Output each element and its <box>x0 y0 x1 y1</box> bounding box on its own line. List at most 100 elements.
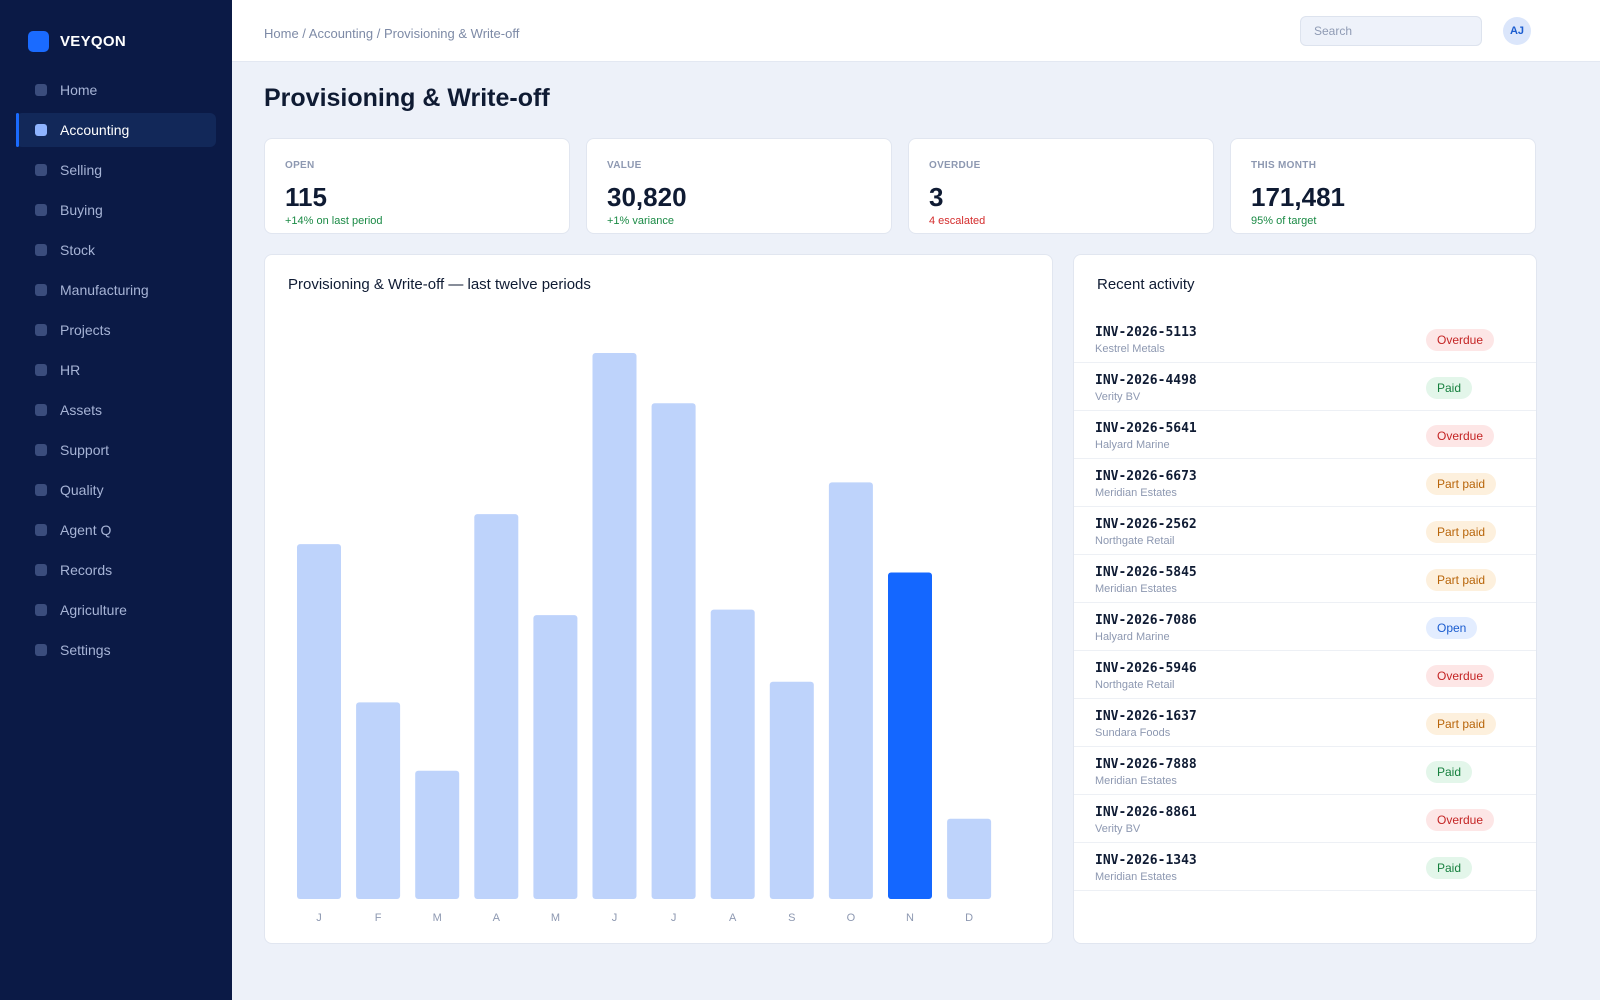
invoice-customer: Verity BV <box>1095 823 1141 835</box>
sidebar-item-accounting[interactable]: Accounting <box>16 113 216 147</box>
kpi-label: OPEN <box>285 160 315 171</box>
invoice-id[interactable]: INV-2026-5845 <box>1095 565 1197 580</box>
sidebar-item-label: Stock <box>60 242 96 258</box>
activity-row[interactable]: INV-2026-1637 Sundara Foods Part paid <box>1074 699 1536 747</box>
search-input[interactable] <box>1300 16 1482 46</box>
nav-square-icon <box>35 604 47 616</box>
sidebar-item-records[interactable]: Records <box>16 553 216 587</box>
invoice-id[interactable]: INV-2026-7888 <box>1095 757 1197 772</box>
nav-square-icon <box>35 644 47 656</box>
sidebar-item-assets[interactable]: Assets <box>16 393 216 427</box>
activity-list: INV-2026-5113 Kestrel Metals Overdue INV-20… <box>1074 315 1536 891</box>
invoice-id[interactable]: INV-2026-6673 <box>1095 469 1197 484</box>
activity-row[interactable]: INV-2026-5845 Meridian Estates Part paid <box>1074 555 1536 603</box>
kpi-value: 115 <box>285 182 327 212</box>
chart-bar[interactable] <box>828 482 873 899</box>
sidebar: VEYQON Home Accounting Selling Buying Stock M… <box>0 0 232 1000</box>
sidebar-item-label: Support <box>60 442 110 458</box>
activity-row[interactable]: INV-2026-6673 Meridian Estates Part paid <box>1074 459 1536 507</box>
sidebar-item-home[interactable]: Home <box>16 73 216 107</box>
sidebar-item-label: Settings <box>60 642 111 658</box>
sidebar-item-stock[interactable]: Stock <box>16 233 216 267</box>
x-tick-label: M <box>551 912 560 924</box>
status-badge: Part paid <box>1426 569 1497 591</box>
chart-bar[interactable] <box>769 681 814 899</box>
activity-row[interactable]: INV-2026-4498 Verity BV Paid <box>1074 363 1536 411</box>
status-badge: Overdue <box>1426 809 1495 831</box>
invoice-id[interactable]: INV-2026-2562 <box>1095 517 1197 532</box>
activity-row[interactable]: INV-2026-8861 Verity BV Overdue <box>1074 795 1536 843</box>
sidebar-item-projects[interactable]: Projects <box>16 313 216 347</box>
x-tick-label: A <box>493 912 501 924</box>
status-badge: Paid <box>1426 857 1473 879</box>
sidebar-item-settings[interactable]: Settings <box>16 633 216 667</box>
activity-row[interactable]: INV-2026-2562 Northgate Retail Part paid <box>1074 507 1536 555</box>
sidebar-item-label: Agriculture <box>60 602 127 618</box>
nav-square-icon <box>35 364 47 376</box>
chart-bar[interactable] <box>651 403 696 899</box>
invoice-id[interactable]: INV-2026-5641 <box>1095 421 1197 436</box>
invoice-id[interactable]: INV-2026-8861 <box>1095 805 1197 820</box>
chart-bar[interactable] <box>415 770 460 899</box>
nav-square-icon <box>35 444 47 456</box>
nav-square-icon <box>35 404 47 416</box>
invoice-id[interactable]: INV-2026-4498 <box>1095 373 1197 388</box>
x-tick-label: J <box>316 912 322 924</box>
kpi-label: VALUE <box>607 160 642 171</box>
kpi-card-open: OPEN 115 +14% on last period <box>264 138 570 234</box>
invoice-id[interactable]: INV-2026-7086 <box>1095 613 1197 628</box>
kpi-value: 30,820 <box>607 182 687 212</box>
invoice-id[interactable]: INV-2026-5113 <box>1095 325 1197 340</box>
sidebar-item-label: Quality <box>60 482 104 498</box>
kpi-value: 171,481 <box>1251 182 1345 212</box>
chart-bar[interactable] <box>947 818 992 899</box>
kpi-delta: 95% of target <box>1251 215 1317 227</box>
chart-bar[interactable] <box>888 572 932 900</box>
invoice-customer: Sundara Foods <box>1095 727 1171 739</box>
sidebar-item-agriculture[interactable]: Agriculture <box>16 593 216 627</box>
invoice-customer: Northgate Retail <box>1095 679 1175 691</box>
activity-row[interactable]: INV-2026-5113 Kestrel Metals Overdue <box>1074 315 1536 363</box>
sidebar-item-hr[interactable]: HR <box>16 353 216 387</box>
status-badge: Part paid <box>1426 713 1497 735</box>
x-tick-label: F <box>375 912 382 924</box>
invoice-id[interactable]: INV-2026-5946 <box>1095 661 1197 676</box>
chart-bar[interactable] <box>474 514 519 899</box>
activity-row[interactable]: INV-2026-1343 Meridian Estates Paid <box>1074 843 1536 891</box>
avatar[interactable]: AJ <box>1503 17 1531 45</box>
x-tick-label: O <box>847 912 856 924</box>
sidebar-item-manufacturing[interactable]: Manufacturing <box>16 273 216 307</box>
activity-row[interactable]: INV-2026-7888 Meridian Estates Paid <box>1074 747 1536 795</box>
invoice-customer: Meridian Estates <box>1095 583 1177 595</box>
sidebar-item-label: HR <box>60 362 81 378</box>
invoice-customer: Verity BV <box>1095 391 1141 403</box>
chart-bar[interactable] <box>710 609 755 899</box>
sidebar-item-label: Accounting <box>60 122 130 138</box>
activity-row[interactable]: INV-2026-5641 Halyard Marine Overdue <box>1074 411 1536 459</box>
nav-square-icon <box>35 484 47 496</box>
chart-bar[interactable] <box>592 353 637 899</box>
kpi-delta: +14% on last period <box>285 215 383 227</box>
chart-bar[interactable] <box>297 544 341 899</box>
breadcrumb[interactable]: Home / Accounting / Provisioning & Write… <box>264 26 520 41</box>
chart-bar[interactable] <box>533 615 578 899</box>
status-badge: Paid <box>1426 377 1473 399</box>
sidebar-item-support[interactable]: Support <box>16 433 216 467</box>
sidebar-item-selling[interactable]: Selling <box>16 153 216 187</box>
kpi-card-overdue: OVERDUE 3 4 escalated <box>908 138 1214 234</box>
chart-bar[interactable] <box>356 702 401 899</box>
invoice-id[interactable]: INV-2026-1637 <box>1095 709 1197 724</box>
activity-row[interactable]: INV-2026-7086 Halyard Marine Open <box>1074 603 1536 651</box>
sidebar-item-agent-q[interactable]: Agent Q <box>16 513 216 547</box>
invoice-customer: Northgate Retail <box>1095 535 1175 547</box>
nav-square-icon <box>35 164 47 176</box>
sidebar-item-buying[interactable]: Buying <box>16 193 216 227</box>
invoice-customer: Meridian Estates <box>1095 487 1177 499</box>
activity-row[interactable]: INV-2026-5946 Northgate Retail Overdue <box>1074 651 1536 699</box>
status-badge: Part paid <box>1426 473 1497 495</box>
sidebar-item-quality[interactable]: Quality <box>16 473 216 507</box>
invoice-id[interactable]: INV-2026-1343 <box>1095 853 1197 868</box>
status-badge: Overdue <box>1426 329 1495 351</box>
activity-panel: Recent activity INV-2026-5113 Kestrel Met… <box>1073 254 1537 944</box>
brand[interactable]: VEYQON <box>28 30 126 52</box>
